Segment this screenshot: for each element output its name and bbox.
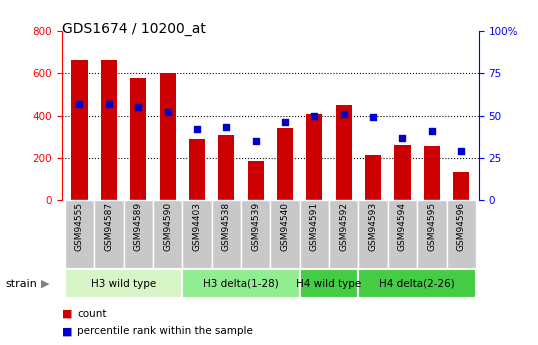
Point xyxy=(163,109,172,115)
Point xyxy=(398,135,407,140)
Text: GSM94590: GSM94590 xyxy=(163,202,172,251)
Bar xyxy=(218,135,235,200)
Bar xyxy=(388,200,417,269)
Bar xyxy=(453,172,469,200)
Point xyxy=(428,128,436,134)
Point xyxy=(104,101,113,107)
Text: H4 wild type: H4 wild type xyxy=(296,279,362,289)
Point xyxy=(134,104,143,110)
Bar xyxy=(182,269,300,298)
Text: GSM94594: GSM94594 xyxy=(398,202,407,251)
Point xyxy=(369,115,378,120)
Point xyxy=(251,138,260,144)
Text: H4 delta(2-26): H4 delta(2-26) xyxy=(379,279,455,289)
Bar xyxy=(306,114,322,200)
Text: percentile rank within the sample: percentile rank within the sample xyxy=(77,326,253,336)
Bar xyxy=(358,200,388,269)
Bar xyxy=(358,269,476,298)
Text: strain: strain xyxy=(5,279,37,289)
Point xyxy=(193,126,201,132)
Text: GSM94555: GSM94555 xyxy=(75,202,84,251)
Point xyxy=(310,113,318,118)
Point xyxy=(339,111,348,117)
Bar xyxy=(211,200,241,269)
Bar xyxy=(329,200,358,269)
Point xyxy=(222,125,231,130)
Point xyxy=(281,120,289,125)
Bar xyxy=(124,200,153,269)
Text: GSM94593: GSM94593 xyxy=(369,202,378,251)
Bar xyxy=(159,73,175,200)
Bar xyxy=(182,200,211,269)
Text: GSM94540: GSM94540 xyxy=(280,202,289,251)
Bar xyxy=(424,146,440,200)
Bar xyxy=(153,200,182,269)
Text: GSM94587: GSM94587 xyxy=(104,202,114,251)
Bar xyxy=(101,60,117,200)
Bar xyxy=(65,200,94,269)
Text: GSM94589: GSM94589 xyxy=(134,202,143,251)
Text: H3 delta(1-28): H3 delta(1-28) xyxy=(203,279,279,289)
Bar xyxy=(65,269,182,298)
Bar xyxy=(417,200,447,269)
Text: GSM94403: GSM94403 xyxy=(193,202,201,251)
Bar xyxy=(72,60,88,200)
Bar xyxy=(277,128,293,200)
Text: GSM94591: GSM94591 xyxy=(310,202,319,251)
Bar xyxy=(300,200,329,269)
Bar xyxy=(336,105,352,200)
Bar xyxy=(241,200,271,269)
Point xyxy=(75,101,84,107)
Point xyxy=(457,148,465,154)
Text: GSM94596: GSM94596 xyxy=(457,202,466,251)
Bar xyxy=(247,161,264,200)
Bar xyxy=(365,155,381,200)
Text: ▶: ▶ xyxy=(41,279,50,289)
Bar xyxy=(447,200,476,269)
Text: GSM94538: GSM94538 xyxy=(222,202,231,251)
Text: ■: ■ xyxy=(62,309,73,319)
Bar xyxy=(94,200,124,269)
Text: GDS1674 / 10200_at: GDS1674 / 10200_at xyxy=(62,22,206,37)
Bar xyxy=(130,78,146,200)
Text: count: count xyxy=(77,309,107,319)
Bar xyxy=(271,200,300,269)
Text: GSM94595: GSM94595 xyxy=(427,202,436,251)
Text: H3 wild type: H3 wild type xyxy=(91,279,156,289)
Text: ■: ■ xyxy=(62,326,73,336)
Bar xyxy=(189,139,205,200)
Text: GSM94592: GSM94592 xyxy=(339,202,348,251)
Bar xyxy=(394,145,410,200)
Text: GSM94539: GSM94539 xyxy=(251,202,260,251)
Bar xyxy=(300,269,358,298)
